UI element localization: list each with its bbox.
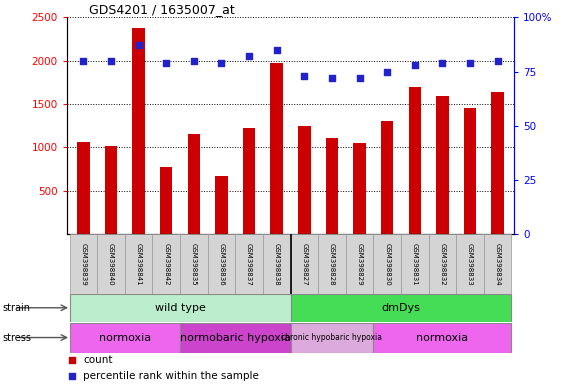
Text: GSM398835: GSM398835	[191, 243, 197, 285]
Bar	[243, 128, 255, 234]
Point	[134, 42, 144, 48]
Bar	[180, 323, 290, 353]
Text: GSM398827: GSM398827	[302, 243, 307, 285]
Text: GSM398841: GSM398841	[135, 243, 142, 285]
Bar	[326, 138, 338, 234]
Bar	[374, 323, 511, 353]
Text: GSM398836: GSM398836	[218, 243, 224, 285]
Bar	[401, 234, 429, 294]
Text: GSM398834: GSM398834	[494, 243, 501, 285]
Point	[272, 47, 281, 53]
Bar	[381, 121, 393, 234]
Point	[79, 58, 88, 64]
Point	[382, 68, 392, 74]
Text: GSM398837: GSM398837	[246, 243, 252, 285]
Bar	[271, 63, 283, 234]
Bar	[429, 234, 456, 294]
Text: normoxia: normoxia	[99, 333, 151, 343]
Point	[410, 62, 419, 68]
Bar	[263, 234, 290, 294]
Point	[189, 58, 199, 64]
Bar	[207, 234, 235, 294]
Text: GSM398829: GSM398829	[357, 243, 363, 285]
Bar	[374, 234, 401, 294]
Text: GSM398832: GSM398832	[439, 243, 446, 285]
Bar	[298, 126, 310, 234]
Text: normoxia: normoxia	[417, 333, 468, 343]
Text: GSM398838: GSM398838	[274, 243, 279, 285]
Bar	[125, 234, 152, 294]
Bar	[318, 234, 346, 294]
Bar	[215, 176, 228, 234]
Bar	[180, 234, 207, 294]
Point	[162, 60, 171, 66]
Point	[327, 75, 336, 81]
Point	[300, 73, 309, 79]
Bar	[70, 294, 290, 322]
Text: GSM398830: GSM398830	[384, 243, 390, 285]
Bar	[408, 87, 421, 234]
Point	[493, 58, 502, 64]
Bar	[235, 234, 263, 294]
Bar	[77, 142, 89, 234]
Bar	[105, 146, 117, 234]
Point	[67, 373, 77, 379]
Text: GSM398840: GSM398840	[108, 243, 114, 285]
Bar	[290, 323, 374, 353]
Bar	[70, 323, 180, 353]
Bar	[456, 234, 484, 294]
Bar	[464, 108, 476, 234]
Text: GSM398831: GSM398831	[412, 243, 418, 285]
Text: count: count	[83, 356, 112, 366]
Text: percentile rank within the sample: percentile rank within the sample	[83, 371, 259, 381]
Point	[465, 60, 475, 66]
Text: GSM398839: GSM398839	[80, 243, 87, 285]
Text: GSM398842: GSM398842	[163, 243, 169, 285]
Bar	[290, 234, 318, 294]
Point	[437, 60, 447, 66]
Point	[67, 358, 77, 364]
Bar	[188, 134, 200, 234]
Text: chronic hypobaric hypoxia: chronic hypobaric hypoxia	[281, 333, 382, 342]
Text: GDS4201 / 1635007_at: GDS4201 / 1635007_at	[89, 3, 235, 16]
Bar	[353, 143, 366, 234]
Text: stress: stress	[3, 333, 32, 343]
Point	[106, 58, 116, 64]
Bar	[160, 167, 173, 234]
Text: normobaric hypoxia: normobaric hypoxia	[180, 333, 290, 343]
Bar	[97, 234, 125, 294]
Text: GSM398833: GSM398833	[467, 243, 473, 285]
Bar	[492, 92, 504, 234]
Bar	[152, 234, 180, 294]
Point	[355, 75, 364, 81]
Bar	[132, 28, 145, 234]
Text: wild type: wild type	[155, 303, 206, 313]
Bar	[436, 96, 449, 234]
Bar	[346, 234, 374, 294]
Text: GSM398828: GSM398828	[329, 243, 335, 285]
Text: strain: strain	[3, 303, 31, 313]
Point	[217, 60, 226, 66]
Text: dmDys: dmDys	[382, 303, 421, 313]
Bar	[290, 294, 511, 322]
Point	[245, 53, 254, 60]
Bar	[484, 234, 511, 294]
Bar	[70, 234, 97, 294]
